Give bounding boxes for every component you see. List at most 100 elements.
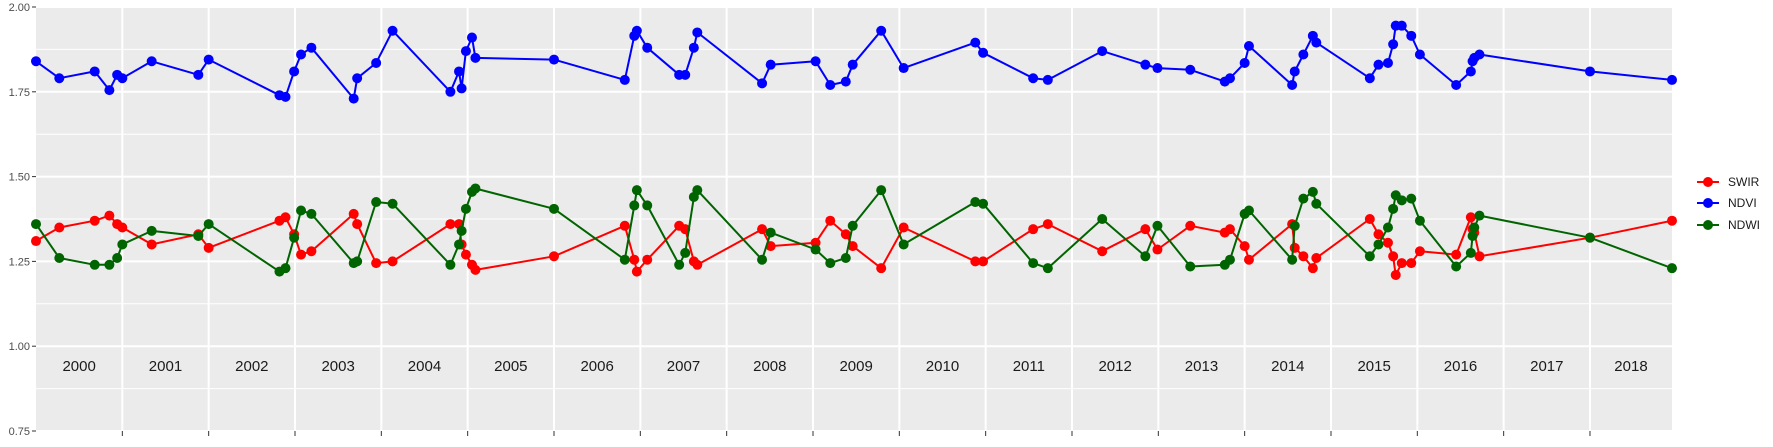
data-point-swir (631, 266, 642, 277)
data-point-ndwi (1042, 263, 1053, 274)
data-point-swir (1298, 251, 1309, 262)
data-point-swir (1465, 212, 1476, 223)
legend-key-point (1703, 198, 1713, 208)
data-point-swir (1152, 244, 1163, 255)
data-point-ndvi (371, 57, 382, 68)
data-point-ndvi (348, 93, 359, 104)
data-point-swir (296, 249, 307, 260)
data-point-ndvi (89, 66, 100, 77)
data-point-ndvi (876, 25, 887, 36)
data-point-swir (203, 242, 214, 253)
data-point-ndwi (203, 219, 214, 230)
data-point-ndvi (296, 49, 307, 60)
data-point-ndwi (193, 230, 204, 241)
year-label: 2013 (1185, 358, 1218, 375)
data-point-ndvi (978, 47, 989, 58)
data-point-ndvi (970, 37, 981, 48)
data-point-ndwi (619, 254, 630, 265)
data-point-ndwi (1152, 220, 1163, 231)
data-point-ndwi (1364, 251, 1375, 262)
data-point-ndwi (456, 225, 467, 236)
data-point-ndwi (978, 198, 989, 209)
data-point-ndvi (1243, 41, 1254, 52)
y-tick-label: 1.50 (9, 172, 30, 184)
year-label: 2018 (1614, 358, 1647, 375)
data-point-ndwi (371, 197, 382, 208)
year-label: 2003 (321, 358, 354, 375)
data-point-ndvi (1414, 49, 1425, 60)
data-point-swir (898, 222, 909, 233)
data-point-swir (1239, 241, 1250, 252)
data-point-swir (825, 215, 836, 226)
data-point-ndvi (466, 32, 477, 43)
data-point-ndvi (1474, 49, 1485, 60)
data-point-swir (1388, 251, 1399, 262)
data-point-ndwi (1414, 215, 1425, 226)
data-point-swir (1311, 253, 1322, 264)
data-point-ndwi (1289, 220, 1300, 231)
data-point-ndvi (1382, 57, 1393, 68)
data-point-swir (1396, 258, 1407, 269)
year-label: 2015 (1357, 358, 1390, 375)
data-point-ndwi (117, 239, 128, 250)
y-tick-label: 1.25 (9, 256, 30, 268)
data-point-ndwi (1474, 210, 1485, 221)
data-point-swir (1406, 258, 1417, 269)
data-point-swir (1289, 242, 1300, 253)
data-point-ndvi (680, 69, 691, 80)
data-point-ndvi (117, 73, 128, 84)
data-point-ndwi (876, 185, 887, 196)
data-point-swir (1382, 237, 1393, 248)
data-point-swir (847, 241, 858, 252)
data-point-ndvi (280, 91, 291, 102)
data-point-ndwi (1298, 193, 1309, 204)
year-label: 2016 (1444, 358, 1477, 375)
data-point-ndvi (1152, 63, 1163, 74)
data-point-ndwi (1140, 251, 1151, 262)
data-point-swir (445, 219, 456, 230)
data-point-ndvi (1239, 57, 1250, 68)
data-point-swir (348, 208, 359, 219)
data-point-ndwi (1185, 261, 1196, 272)
data-point-ndwi (1307, 186, 1318, 197)
legend: SWIR NDVI NDWI (1697, 175, 1760, 232)
data-point-swir (117, 222, 128, 233)
data-point-ndwi (1451, 261, 1462, 272)
data-point-ndvi (1289, 66, 1300, 77)
data-point-ndwi (104, 259, 115, 270)
data-point-ndwi (1465, 247, 1476, 258)
data-point-ndvi (825, 80, 836, 91)
data-point-ndvi (1287, 80, 1298, 91)
year-label: 2000 (62, 358, 95, 375)
legend-key-point (1703, 220, 1713, 230)
data-point-ndvi (619, 74, 630, 85)
legend-item-ndvi: NDVI (1697, 196, 1757, 210)
data-point-ndwi (289, 232, 300, 243)
data-point-swir (1028, 224, 1039, 235)
data-point-ndvi (1185, 64, 1196, 75)
legend-key-point (1703, 177, 1713, 187)
data-point-swir (1042, 219, 1053, 230)
data-point-swir (1224, 224, 1235, 235)
data-point-ndwi (680, 247, 691, 258)
year-label: 2001 (149, 358, 182, 375)
data-point-ndvi (631, 25, 642, 36)
x-axis (121, 431, 1591, 436)
data-point-ndvi (1298, 49, 1309, 60)
data-point-swir (1140, 224, 1151, 235)
data-point-swir (978, 256, 989, 267)
data-point-swir (1185, 220, 1196, 231)
data-point-ndvi (31, 56, 41, 67)
data-point-swir (1373, 229, 1384, 240)
legend-label: NDVI (1728, 196, 1757, 210)
series-ndwi (31, 183, 1677, 277)
grid-layer (36, 6, 1672, 432)
data-point-ndvi (387, 25, 398, 36)
data-point-ndvi (847, 59, 858, 70)
year-label: 2004 (408, 358, 441, 375)
data-point-ndvi (1451, 80, 1462, 91)
data-point-ndvi (460, 46, 471, 57)
data-point-ndvi (810, 56, 821, 67)
data-point-ndvi (146, 56, 157, 67)
data-point-ndvi (203, 54, 214, 65)
